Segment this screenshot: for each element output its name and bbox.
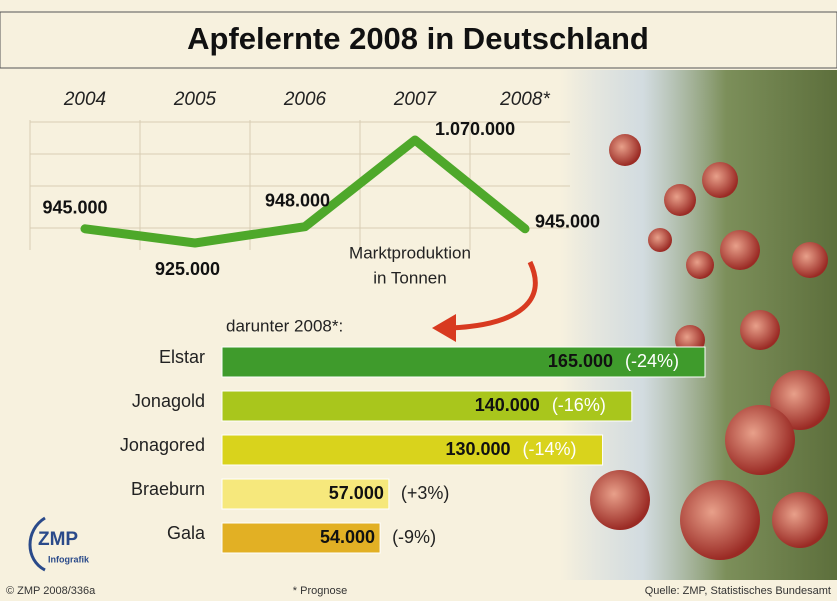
change-label: (-16%) bbox=[552, 395, 606, 415]
data-label: 948.000 bbox=[265, 190, 330, 210]
x-tick-label: 2005 bbox=[173, 89, 217, 110]
data-label: 925.000 bbox=[155, 259, 220, 279]
category-label: Gala bbox=[167, 523, 206, 543]
data-label: 1.070.000 bbox=[435, 119, 515, 139]
infographic: Apfelernte 2008 in Deutschland Marktprod… bbox=[0, 0, 837, 601]
value-label: 165.000 bbox=[548, 351, 613, 371]
change-label: (-14%) bbox=[523, 439, 577, 459]
footer-center: * Prognose bbox=[293, 585, 347, 597]
category-label: Braeburn bbox=[131, 479, 205, 499]
category-label: Jonagold bbox=[132, 391, 205, 411]
change-label: (+3%) bbox=[401, 483, 450, 503]
value-label: 57.000 bbox=[329, 483, 384, 503]
title: Apfelernte 2008 in Deutschland bbox=[187, 21, 649, 56]
x-tick-label: 2008* bbox=[499, 89, 550, 110]
category-label: Jonagored bbox=[120, 435, 205, 455]
category-label: Elstar bbox=[159, 347, 205, 367]
change-label: (-9%) bbox=[392, 527, 436, 547]
logo-sub: Infografik bbox=[48, 554, 90, 564]
x-tick-label: 2007 bbox=[393, 89, 438, 110]
data-label: 945.000 bbox=[42, 198, 107, 218]
data-label: 945.000 bbox=[535, 212, 600, 232]
x-tick-label: 2004 bbox=[63, 89, 106, 110]
annotation: in Tonnen bbox=[373, 268, 446, 287]
footer-left: © ZMP 2008/336a bbox=[6, 585, 96, 597]
footer-right: Quelle: ZMP, Statistisches Bundesamt bbox=[645, 585, 831, 597]
x-tick-label: 2006 bbox=[283, 89, 327, 110]
annotation: Marktproduktion bbox=[349, 243, 471, 262]
value-label: 54.000 bbox=[320, 527, 375, 547]
bar-subtitle: darunter 2008*: bbox=[226, 316, 343, 335]
change-label: (-24%) bbox=[625, 351, 679, 371]
logo-name: ZMP bbox=[38, 529, 78, 550]
value-label: 140.000 bbox=[475, 395, 540, 415]
value-label: 130.000 bbox=[445, 439, 510, 459]
